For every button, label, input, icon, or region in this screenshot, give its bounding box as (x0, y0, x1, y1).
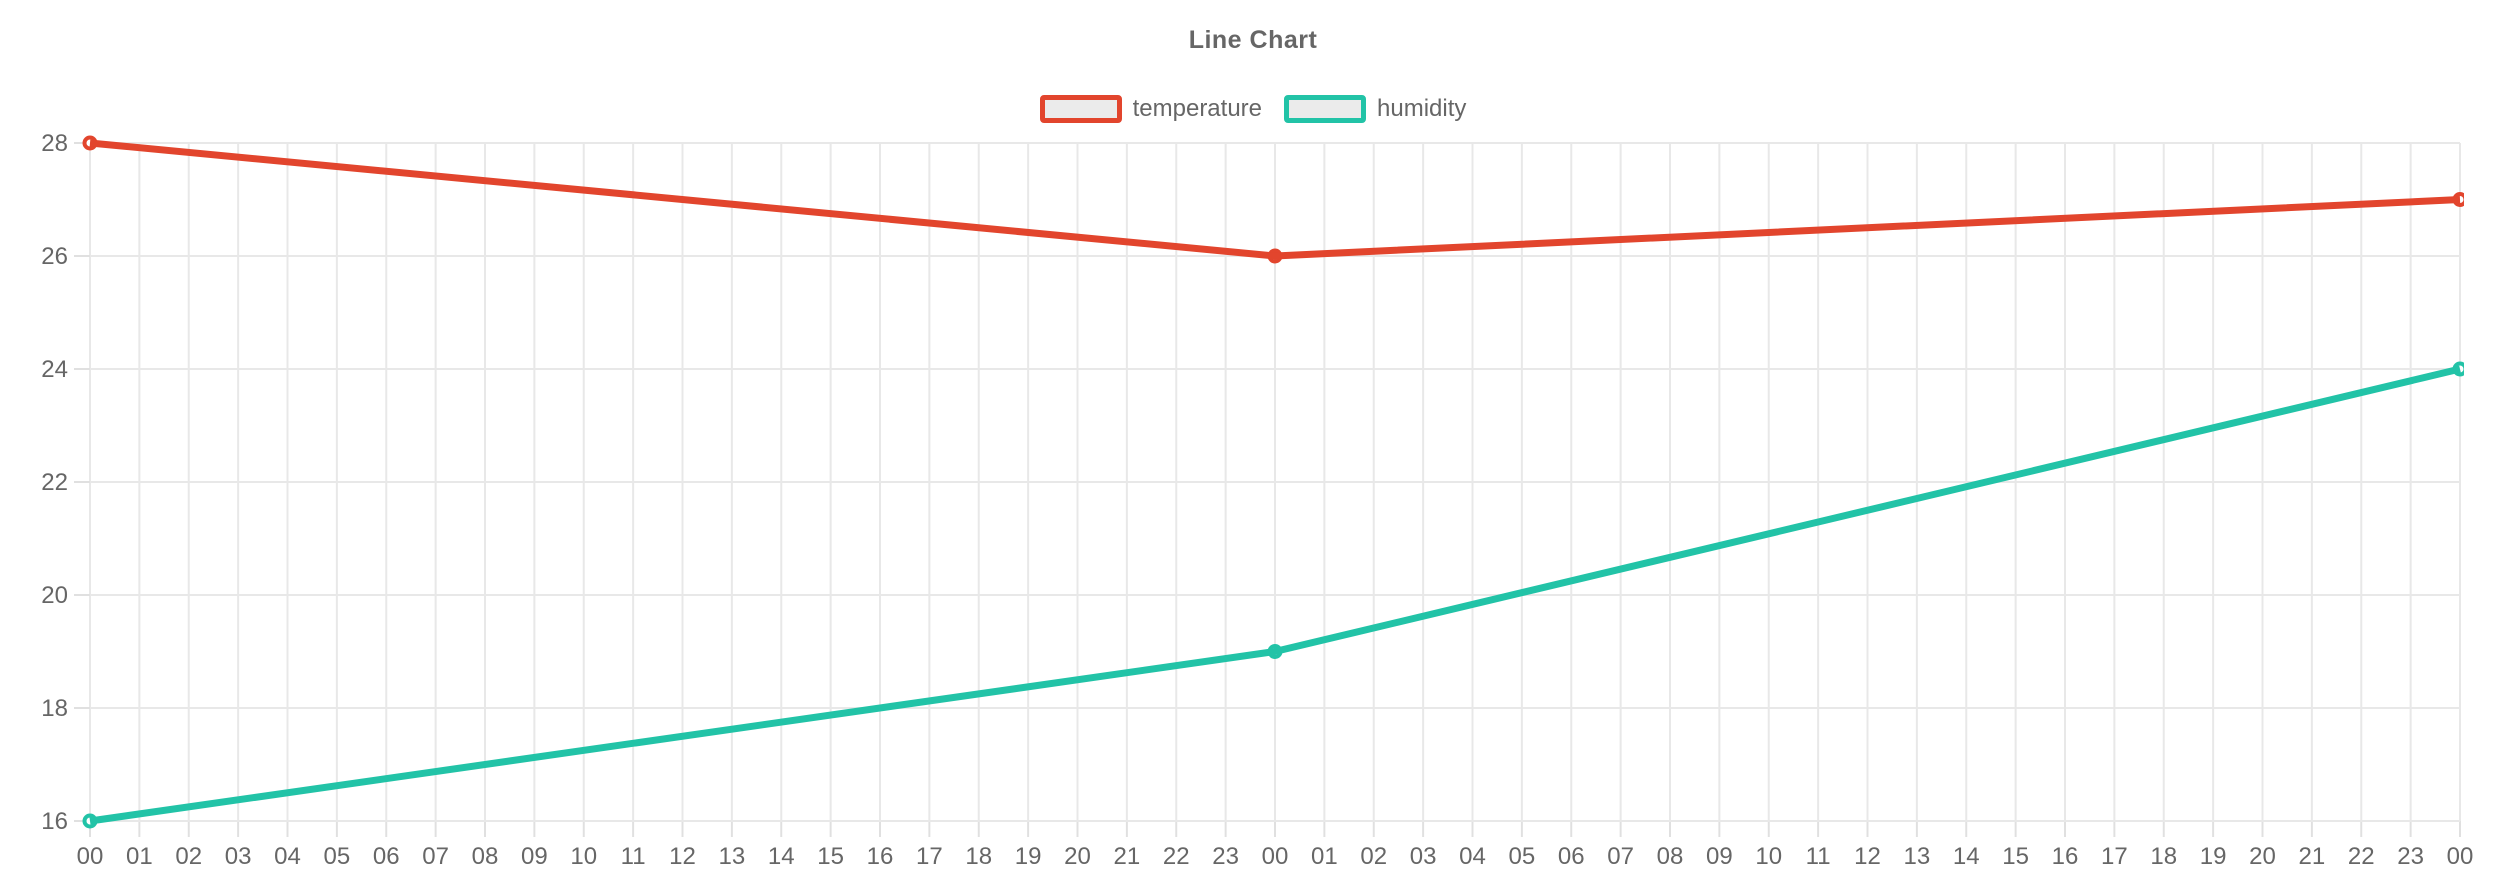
y-axis-label: 24 (41, 356, 68, 383)
y-axis-label: 22 (41, 469, 68, 496)
x-axis-label: 09 (1706, 843, 1733, 870)
legend-swatch-humidity (1284, 95, 1367, 123)
x-axis-label: 05 (324, 843, 351, 870)
x-axis-label: 02 (175, 843, 202, 870)
y-axis-label: 16 (41, 808, 68, 835)
x-axis-label: 04 (274, 843, 301, 870)
x-axis-label: 07 (1607, 843, 1634, 870)
x-axis-label: 17 (916, 843, 943, 870)
x-axis-label: 00 (1262, 843, 1289, 870)
grid (74, 142, 2461, 837)
x-axis-label: 06 (1558, 843, 1585, 870)
x-axis-label: 11 (621, 843, 646, 870)
x-axis-label: 22 (2348, 843, 2375, 870)
series-temperature (82, 135, 2464, 264)
x-axis-label: 13 (1904, 843, 1931, 870)
x-axis-label: 05 (1509, 843, 1536, 870)
x-axis-label: 01 (126, 843, 153, 870)
x-axis-label: 10 (570, 843, 597, 870)
legend-item-temperature[interactable]: temperature (1039, 95, 1263, 123)
series-line-temperature (89, 139, 2461, 260)
x-axis-label: 18 (965, 843, 992, 870)
axis-labels: 00 01 02 03 04 05 06 07 08 09 10 11 12 13 14 15 16 17 18 19… (41, 130, 2473, 870)
x-axis-label: 03 (225, 843, 252, 870)
x-axis-label: 23 (1212, 843, 1239, 870)
y-axis-label: 28 (41, 130, 68, 157)
chart-title: Line Chart (1188, 26, 1318, 54)
series-humidity (82, 361, 2464, 829)
x-axis-label: 22 (1163, 843, 1190, 870)
x-axis-label: 15 (817, 843, 844, 870)
x-axis-label: 00 (2447, 843, 2474, 870)
x-axis-label: 18 (2150, 843, 2177, 870)
legend-swatch-temperature (1039, 95, 1122, 123)
x-axis-label: 13 (719, 843, 746, 870)
y-axis-label: 20 (41, 582, 68, 609)
x-axis-label: 08 (1657, 843, 1684, 870)
y-axis-label: 26 (41, 243, 68, 270)
series-line-humidity (89, 365, 2461, 825)
x-axis-label: 09 (521, 843, 548, 870)
x-axis-label: 23 (2397, 843, 2424, 870)
x-axis-label: 04 (1459, 843, 1486, 870)
x-axis-label: 07 (422, 843, 449, 870)
x-axis-label: 03 (1410, 843, 1437, 870)
legend-label: humidity (1377, 95, 1467, 122)
legend-label: temperature (1132, 95, 1263, 122)
x-axis-label: 02 (1360, 843, 1387, 870)
chart-legend: temperature humidity (0, 95, 2506, 123)
x-axis-label: 20 (1064, 843, 1091, 870)
y-axis-label: 18 (41, 695, 68, 722)
x-axis-label: 14 (1953, 843, 1980, 870)
x-axis-label: 21 (2299, 843, 2326, 870)
x-axis-label: 01 (1311, 843, 1338, 870)
x-axis-label: 12 (1854, 843, 1881, 870)
x-axis-label: 11 (1806, 843, 1831, 870)
x-axis-label: 21 (1114, 843, 1141, 870)
x-axis-label: 19 (1015, 843, 1042, 870)
x-axis-label: 20 (2249, 843, 2276, 870)
x-axis-label: 00 (77, 843, 104, 870)
x-axis-label: 16 (2052, 843, 2079, 870)
x-axis-label: 17 (2101, 843, 2128, 870)
x-axis-label: 10 (1755, 843, 1782, 870)
x-axis-label: 19 (2200, 843, 2227, 870)
x-axis-label: 08 (472, 843, 499, 870)
x-axis-label: 14 (768, 843, 795, 870)
x-axis-label: 16 (867, 843, 894, 870)
x-axis-label: 12 (669, 843, 696, 870)
x-axis-label: 06 (373, 843, 400, 870)
x-axis-label: 15 (2002, 843, 2029, 870)
legend-item-humidity[interactable]: humidity (1284, 95, 1466, 123)
